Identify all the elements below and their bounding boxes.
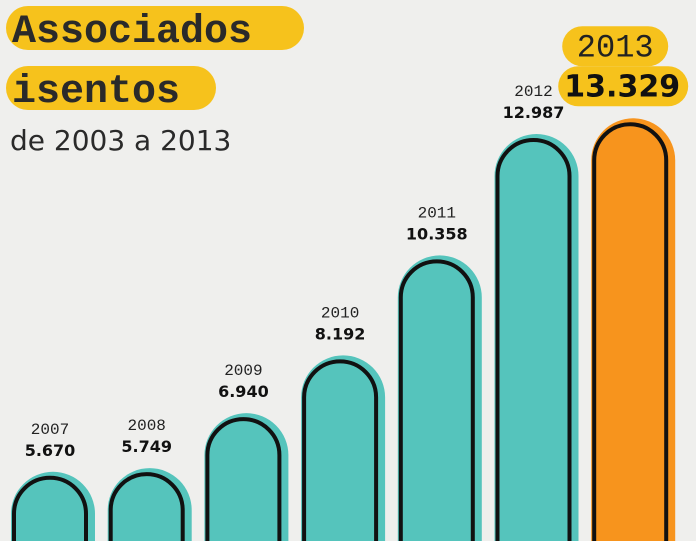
value-label: 10.358 [406,224,468,243]
value-label: 8.192 [315,324,366,343]
bar [107,468,192,541]
bar-outline [205,417,282,541]
x-tick-label: 2010 [321,304,359,322]
value-label: 5.670 [25,441,76,460]
value-label: 6.940 [218,382,269,401]
x-tick-label: 2012 [514,83,552,101]
bar [397,255,482,541]
title-highlight [6,66,216,110]
value-label: 13.329 [564,69,680,104]
x-tick-label: 2013 [577,29,654,66]
x-tick-label: 2008 [127,417,165,435]
x-tick-label: 2007 [31,421,69,439]
chart-subtitle: de 2003 a 2013 [10,124,231,157]
bar-outline [592,122,669,541]
value-label: 12.987 [503,103,565,122]
bar-outline [302,359,379,541]
bar-outline [108,472,185,541]
bar-outline [12,475,88,541]
x-tick-label: 2009 [224,362,262,380]
bar [301,355,386,541]
label-highlight [558,66,689,107]
bar [204,413,289,541]
bar-outline [495,138,572,541]
chart-title: Associados [12,10,252,55]
bar [494,134,579,541]
title-highlight [6,6,304,50]
x-tick-label: 2011 [418,204,456,222]
value-label: 5.749 [121,437,172,456]
bar-outline [398,259,475,541]
chart-title: isentos [12,70,180,115]
bar [591,118,676,541]
label-highlight [562,26,669,67]
